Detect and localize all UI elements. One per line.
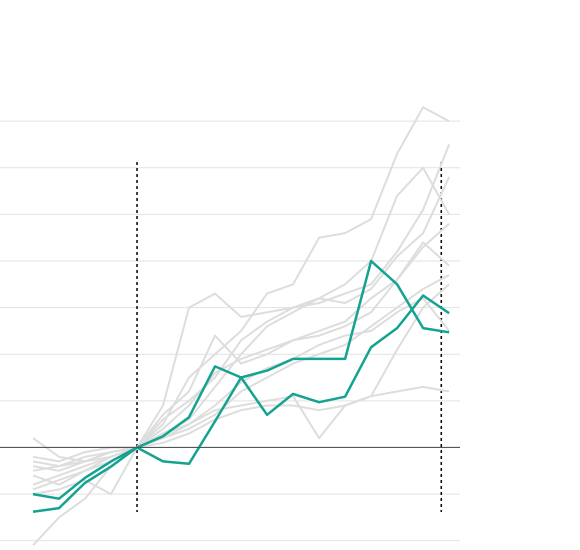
series-line [32, 144, 451, 486]
series-line [32, 274, 450, 546]
series-line [32, 297, 450, 463]
series-line [32, 166, 450, 468]
series-line [32, 385, 450, 486]
series-line [32, 106, 450, 472]
series-line [32, 294, 450, 514]
series-line [32, 241, 450, 496]
series-line [32, 283, 450, 472]
series-line [32, 222, 450, 463]
series-line [32, 176, 451, 491]
